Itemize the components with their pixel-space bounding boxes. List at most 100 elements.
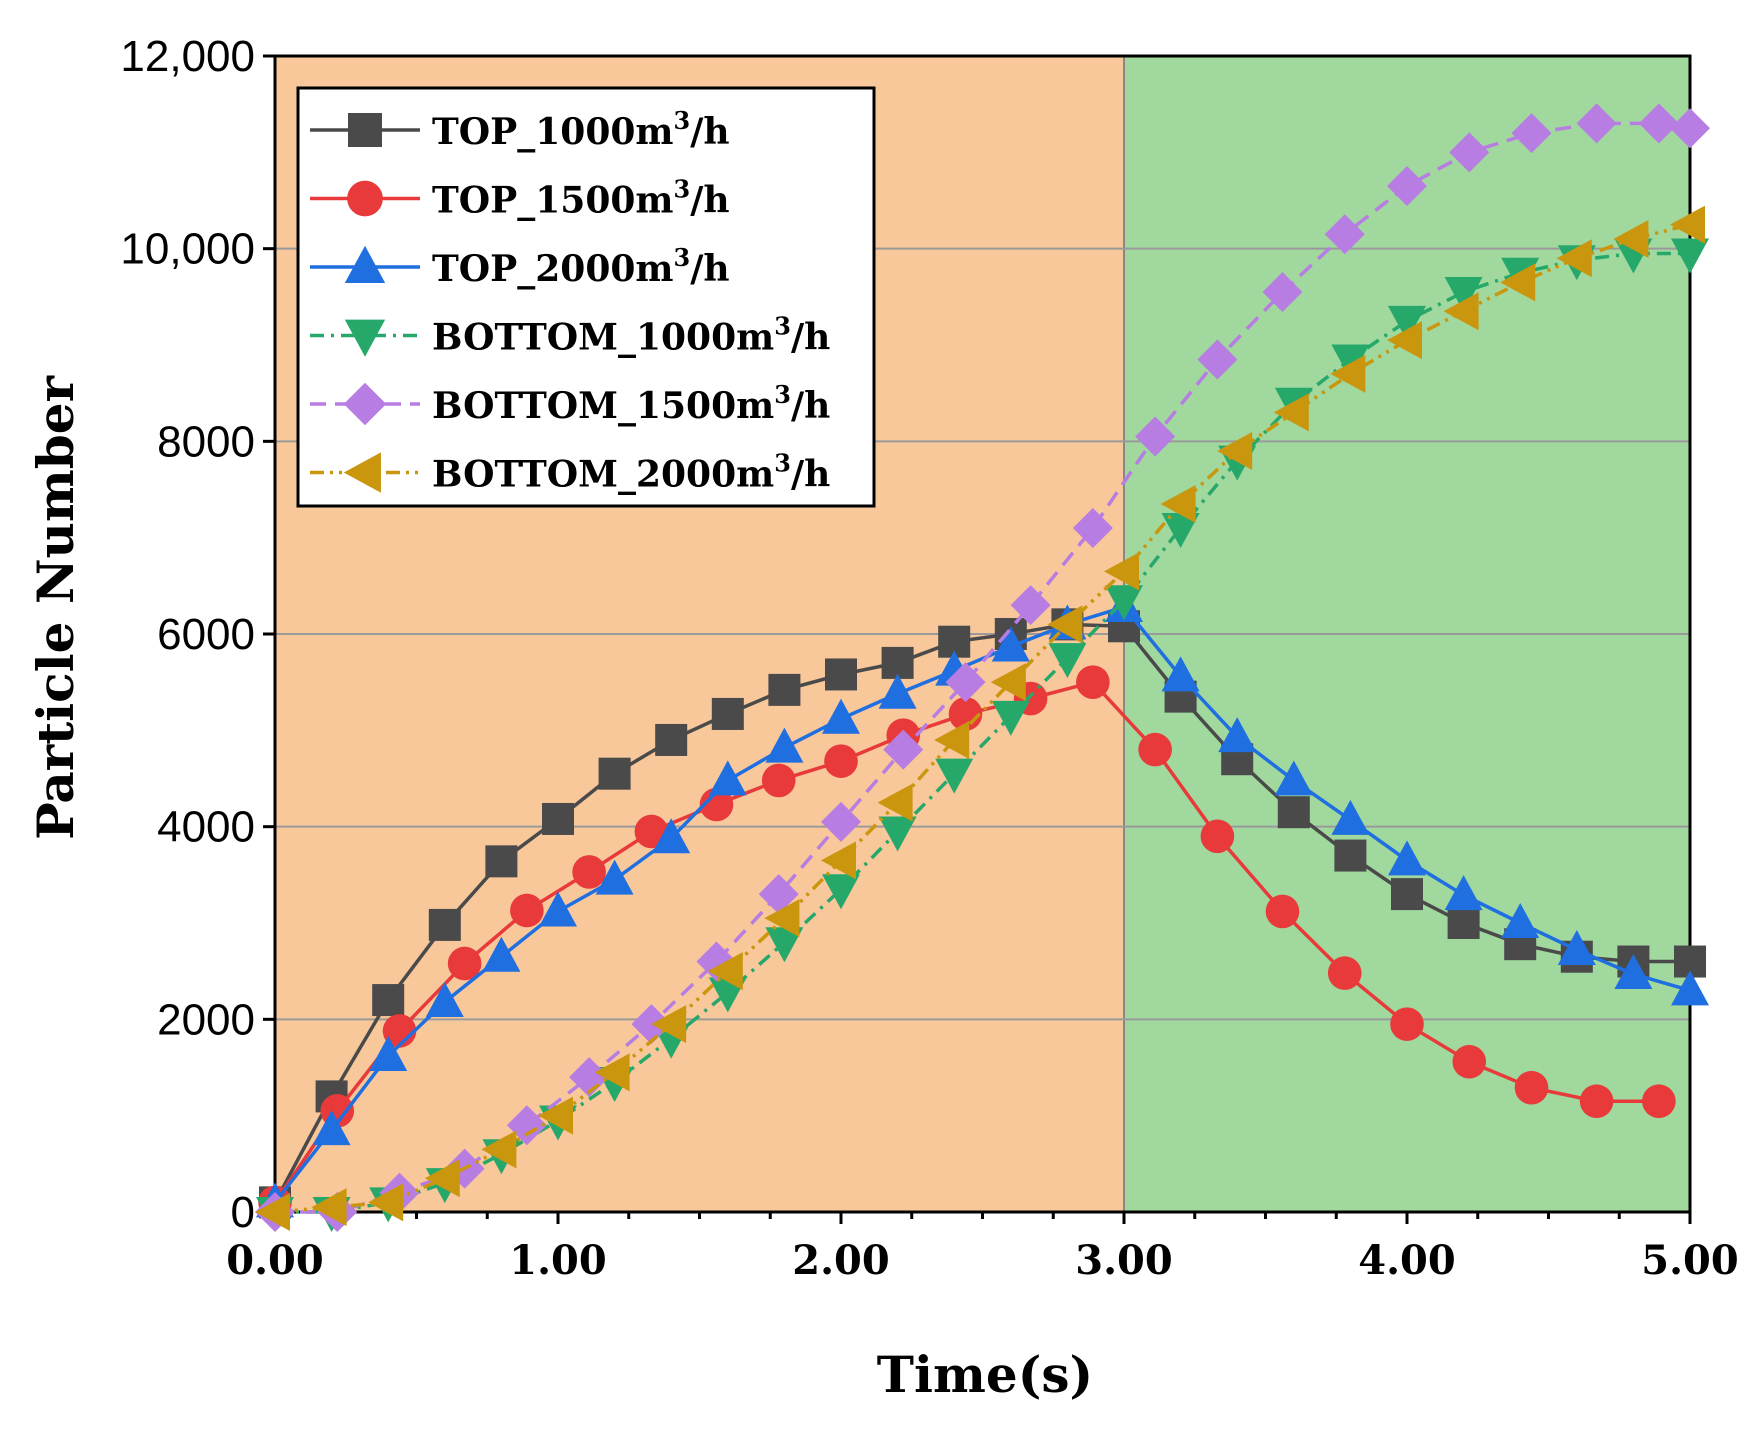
data-point <box>1501 903 1540 938</box>
legend-box <box>296 86 876 508</box>
data-point <box>1138 732 1172 767</box>
data-point <box>1331 344 1370 380</box>
data-point <box>765 727 804 763</box>
legend-label: BOTTOM_1000m3/h <box>432 312 830 359</box>
data-point <box>1265 894 1300 929</box>
x-axis-label: Time(s) <box>877 1345 1093 1404</box>
data-point <box>1010 585 1051 626</box>
data-point <box>881 646 914 679</box>
legend-marker <box>343 452 381 493</box>
data-point <box>1048 643 1087 679</box>
data-point <box>1160 484 1196 523</box>
legend-marker <box>348 113 382 147</box>
data-point <box>481 1130 517 1169</box>
data-point <box>934 720 970 759</box>
x-tick-label: 2.00 <box>792 1237 889 1284</box>
data-point <box>1217 431 1253 470</box>
data-point <box>758 874 799 915</box>
data-point <box>1449 132 1490 173</box>
data-point <box>883 729 924 770</box>
data-point <box>369 1035 408 1071</box>
data-point <box>569 1057 610 1098</box>
data-point <box>822 698 860 734</box>
y-axis-label: Particle Number <box>26 375 85 839</box>
data-point <box>1047 605 1083 644</box>
data-point <box>991 700 1030 736</box>
data-point <box>572 855 606 889</box>
series-line <box>273 604 1691 1204</box>
legend-label: TOP_2000m3/h <box>432 243 730 290</box>
data-point <box>1613 220 1649 259</box>
data-point <box>711 697 744 730</box>
legend-marker <box>347 180 383 217</box>
data-point <box>542 802 574 835</box>
data-point <box>485 845 518 878</box>
data-point <box>764 899 800 938</box>
legend-marker <box>344 245 386 283</box>
data-point <box>1262 272 1303 313</box>
data-point <box>1443 292 1479 331</box>
x-tick-label: 5.00 <box>1641 1237 1738 1284</box>
data-point <box>821 841 856 880</box>
data-point <box>1334 839 1367 872</box>
data-point <box>1135 416 1176 457</box>
data-point <box>424 1159 460 1198</box>
data-point <box>1274 760 1313 796</box>
data-point <box>594 1053 630 1092</box>
data-point <box>447 946 482 981</box>
data-point <box>1638 103 1679 144</box>
data-point <box>1161 513 1200 549</box>
data-point <box>1390 1007 1424 1041</box>
legend-marker <box>343 382 387 426</box>
legend-label: TOP_1500m3/h <box>432 175 730 222</box>
data-point <box>708 760 747 796</box>
data-point <box>1324 214 1365 255</box>
data-point <box>1500 263 1536 302</box>
data-point <box>1331 799 1370 835</box>
y-tick-label: 8000 <box>157 417 255 466</box>
data-point <box>372 984 405 1017</box>
series-2 <box>258 665 1676 1220</box>
x-tick-label: 1.00 <box>509 1237 606 1284</box>
data-point <box>1514 1070 1549 1105</box>
data-point <box>1444 875 1483 911</box>
y-tick-label: 4000 <box>157 803 255 852</box>
data-point <box>598 757 631 790</box>
data-point <box>655 723 688 756</box>
data-point <box>1452 1044 1487 1079</box>
data-point <box>768 673 801 706</box>
data-point <box>877 783 913 822</box>
data-point <box>878 673 917 709</box>
legend-label: TOP_1000m3/h <box>432 106 730 153</box>
data-point <box>1511 113 1552 154</box>
data-point <box>822 874 860 910</box>
data-point <box>935 758 974 794</box>
data-point <box>1387 166 1427 207</box>
data-point <box>1614 954 1653 990</box>
data-point <box>1076 665 1110 699</box>
legend-marker <box>344 319 386 357</box>
data-point <box>1447 907 1480 939</box>
data-point <box>707 952 743 991</box>
data-point <box>428 908 461 941</box>
data-point <box>1576 103 1617 144</box>
data-point <box>1670 108 1710 149</box>
data-point <box>1161 656 1200 692</box>
data-point <box>1388 840 1426 876</box>
x-tick-label: 0.00 <box>226 1237 323 1284</box>
y-tick-label: 12,000 <box>120 32 255 81</box>
y-tick-label: 2000 <box>157 995 255 1044</box>
data-point <box>765 927 804 963</box>
data-point <box>1387 321 1422 360</box>
data-point <box>1579 1084 1614 1119</box>
data-point <box>652 818 691 854</box>
data-point <box>824 744 858 778</box>
data-point <box>1556 239 1592 278</box>
data-point <box>255 1193 290 1231</box>
data-point <box>312 1110 351 1146</box>
data-point <box>1105 585 1143 621</box>
data-point <box>482 936 521 972</box>
data-point <box>1273 393 1309 432</box>
data-point <box>368 1183 404 1222</box>
